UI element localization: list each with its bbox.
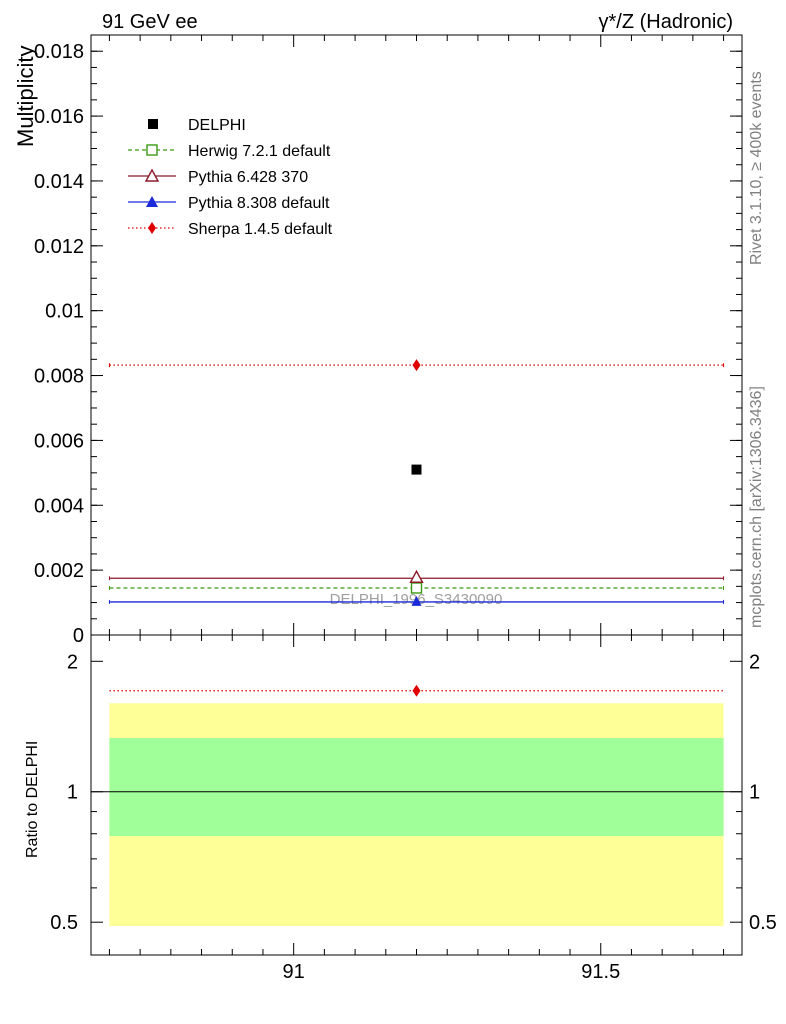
ratio-point-sherpa [412,684,421,697]
data-point-sherpa [412,359,421,372]
ratio-y-tick-label-left: 0.5 [50,912,78,934]
rivet-label: Rivet 3.1.10, ≥ 400k events [748,71,765,265]
main-y-tick-label: 0.006 [34,430,84,452]
legend-label-herwig: Herwig 7.2.1 default [188,143,331,160]
header-left-label: 91 GeV ee [102,11,198,33]
ratio-y-tick-label-left: 1 [67,782,78,804]
data-point-herwig [410,582,423,594]
ratio-band-inner [109,738,724,837]
data-point-delphi [411,464,422,475]
legend-marker-pythia6 [144,168,160,182]
legend-marker-delphi [148,119,158,129]
legend-label-sherpa: Sherpa 1.4.5 default [188,221,333,238]
legend-entry-pythia6: Pythia 6.428 370 [128,168,308,186]
main-y-tick-label: 0.002 [34,560,84,582]
main-y-tick-label: 0 [73,625,84,647]
legend-label-pythia6: Pythia 6.428 370 [188,169,308,186]
main-y-axis-title: Multiplicity [13,46,38,147]
legend-marker-pythia8 [146,196,158,207]
ratio-y-tick-label-right: 1 [749,782,760,804]
ratio-y-tick-label-left: 2 [67,651,78,673]
main-y-tick-label: 0.018 [34,41,84,63]
main-y-tick-label: 0.014 [34,171,84,193]
legend-marker-herwig [146,144,158,156]
legend-entry-herwig: Herwig 7.2.1 default [128,143,331,160]
ratio-y-tick-label-right: 2 [749,651,760,673]
legend-label-pythia8: Pythia 8.308 default [188,195,330,212]
header-right-label: γ*/Z (Hadronic) [599,11,733,33]
x-tick-label: 91.5 [581,961,620,983]
main-y-tick-label: 0.004 [34,495,84,517]
legend-entry-delphi: DELPHI [148,117,246,134]
main-y-tick-label: 0.008 [34,366,84,388]
legend-label-delphi: DELPHI [188,117,246,134]
main-y-tick-label: 0.012 [34,236,84,258]
ratio-y-tick-label-right: 0.5 [749,912,777,934]
legend-marker-sherpa [148,222,156,234]
x-tick-label: 91 [283,961,305,983]
legend: DELPHI Herwig 7.2.1 default Pythia 6.428… [128,117,333,238]
main-y-tick-label: 0.01 [45,301,84,323]
mcplots-label: mcplots.cern.ch [arXiv:1306.3436] [748,386,765,628]
data-point-pythia6 [409,569,424,583]
data-point-pythia8 [411,595,422,606]
main-y-tick-label: 0.016 [34,106,84,128]
legend-entry-sherpa: Sherpa 1.4.5 default [128,221,333,238]
legend-entry-pythia8: Pythia 8.308 default [128,195,330,212]
ratio-y-axis-title: Ratio to DELPHI [24,741,41,858]
